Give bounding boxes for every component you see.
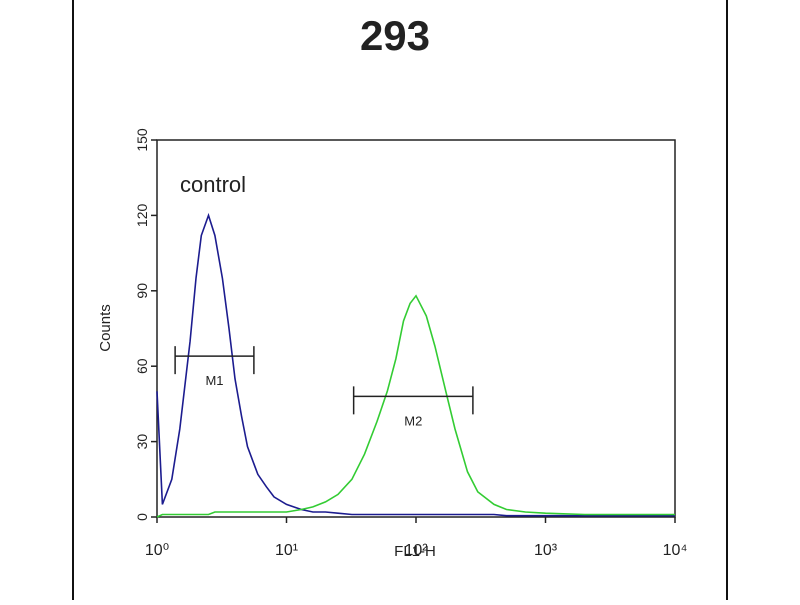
x-tick-label: 10¹ [275,542,298,559]
x-tick-label: 10⁰ [145,542,169,559]
y-tick-label: 30 [134,434,150,450]
marker-label: M2 [404,413,422,428]
y-tick-label: 0 [134,513,150,521]
x-axis-label: FL1-H [394,543,436,560]
x-tick-label: 10² [404,542,428,559]
y-axis-label: Counts [97,304,114,352]
series-line [156,294,675,518]
marker-label: M1 [205,373,223,388]
chart-title: 293 [360,12,430,59]
y-tick-label: 90 [134,283,150,299]
y-tick-label: 60 [134,358,150,374]
frame [72,0,728,603]
x-tick-label: 10⁴ [663,542,688,559]
series-line [156,212,675,517]
y-tick-label: 150 [134,128,150,152]
x-tick-label: 10³ [534,542,558,559]
y-tick-label: 120 [134,204,150,228]
series-label: control [180,172,246,197]
